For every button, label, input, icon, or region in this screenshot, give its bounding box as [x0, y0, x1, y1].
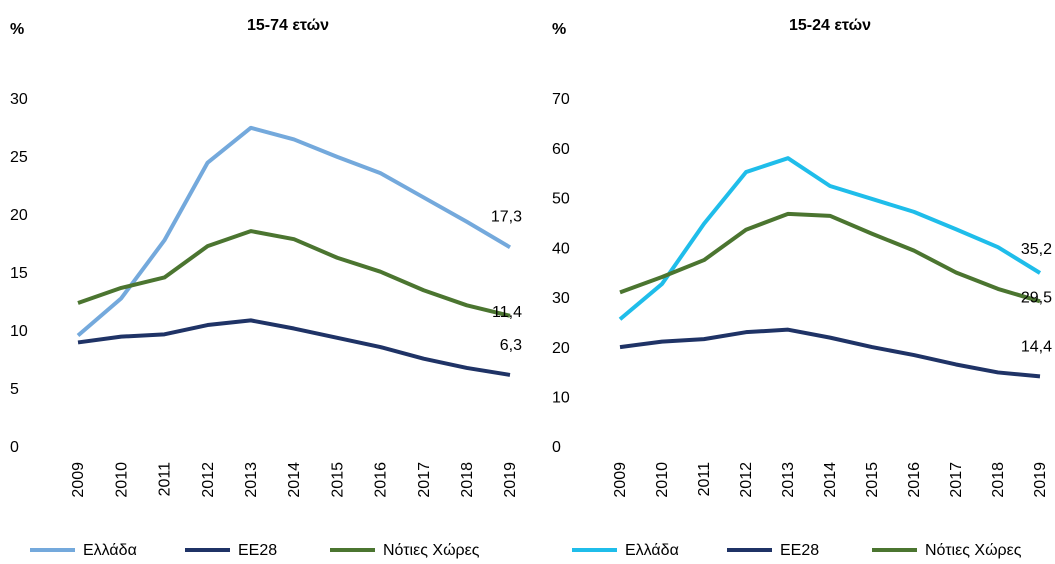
x-tick-label: 2012	[200, 462, 217, 498]
y-tick-label: 30	[552, 290, 570, 307]
y-tick-label: 10	[552, 390, 570, 407]
legend-label: Ελλάδα	[83, 542, 137, 559]
x-tick-label: 2017	[416, 462, 433, 498]
value-label: 11,4	[492, 304, 522, 321]
legend-label: ΕΕ28	[238, 542, 277, 559]
x-tick-label: 2015	[864, 462, 881, 498]
y-tick-label: 50	[552, 191, 570, 208]
value-label: 29,5	[1021, 290, 1052, 307]
y-tick-label: 20	[10, 207, 28, 224]
y-tick-label: 0	[552, 439, 561, 456]
y-tick-label: 60	[552, 141, 570, 158]
value-label: 35,2	[1021, 241, 1052, 258]
legend-label: Ελλάδα	[625, 542, 679, 559]
x-tick-label: 2013	[243, 462, 260, 498]
y-tick-label: 25	[10, 149, 28, 166]
y-tick-label: 0	[10, 439, 19, 456]
x-tick-label: 2014	[286, 462, 303, 498]
x-tick-label: 2010	[113, 462, 130, 498]
x-tick-label: 2012	[738, 462, 755, 498]
x-tick-label: 2016	[373, 462, 390, 498]
x-tick-label: 2009	[612, 462, 629, 498]
x-tick-label: 2019	[502, 462, 519, 498]
legend-label: Νότιες Χώρες	[383, 542, 480, 559]
y-tick-label: 20	[552, 340, 570, 357]
x-tick-label: 2017	[948, 462, 965, 498]
x-tick-label: 2018	[459, 462, 476, 498]
value-label: 6,3	[500, 337, 522, 354]
y-tick-label: 70	[552, 91, 570, 108]
value-label: 17,3	[491, 209, 522, 226]
legend-label: Νότιες Χώρες	[925, 542, 1022, 559]
line	[619, 327, 1041, 379]
x-tick-label: 2018	[990, 462, 1007, 498]
line	[618, 156, 1042, 321]
x-tick-label: 2009	[70, 462, 87, 498]
x-tick-label: 2010	[654, 462, 671, 498]
line	[76, 125, 512, 337]
y-tick-label: 5	[10, 381, 19, 398]
y-tick-label: 15	[10, 265, 28, 282]
x-tick-label: 2011	[157, 462, 174, 497]
y-axis-label: %	[10, 21, 24, 38]
value-label: 14,4	[1021, 339, 1052, 356]
x-tick-label: 2016	[906, 462, 923, 498]
legend-label: ΕΕ28	[780, 542, 819, 559]
x-tick-label: 2014	[822, 462, 839, 498]
line	[77, 318, 511, 377]
x-tick-label: 2015	[329, 462, 346, 498]
y-tick-label: 30	[10, 91, 28, 108]
x-tick-label: 2019	[1032, 462, 1049, 498]
x-tick-label: 2013	[780, 462, 797, 498]
y-axis-label: %	[552, 21, 566, 38]
y-tick-label: 10	[10, 323, 28, 340]
chart-title: 15-74 ετών	[247, 17, 329, 34]
y-tick-label: 40	[552, 240, 570, 257]
chart-title: 15-24 ετών	[789, 17, 871, 34]
x-tick-label: 2011	[696, 462, 713, 497]
line	[619, 211, 1041, 304]
line	[77, 229, 511, 318]
